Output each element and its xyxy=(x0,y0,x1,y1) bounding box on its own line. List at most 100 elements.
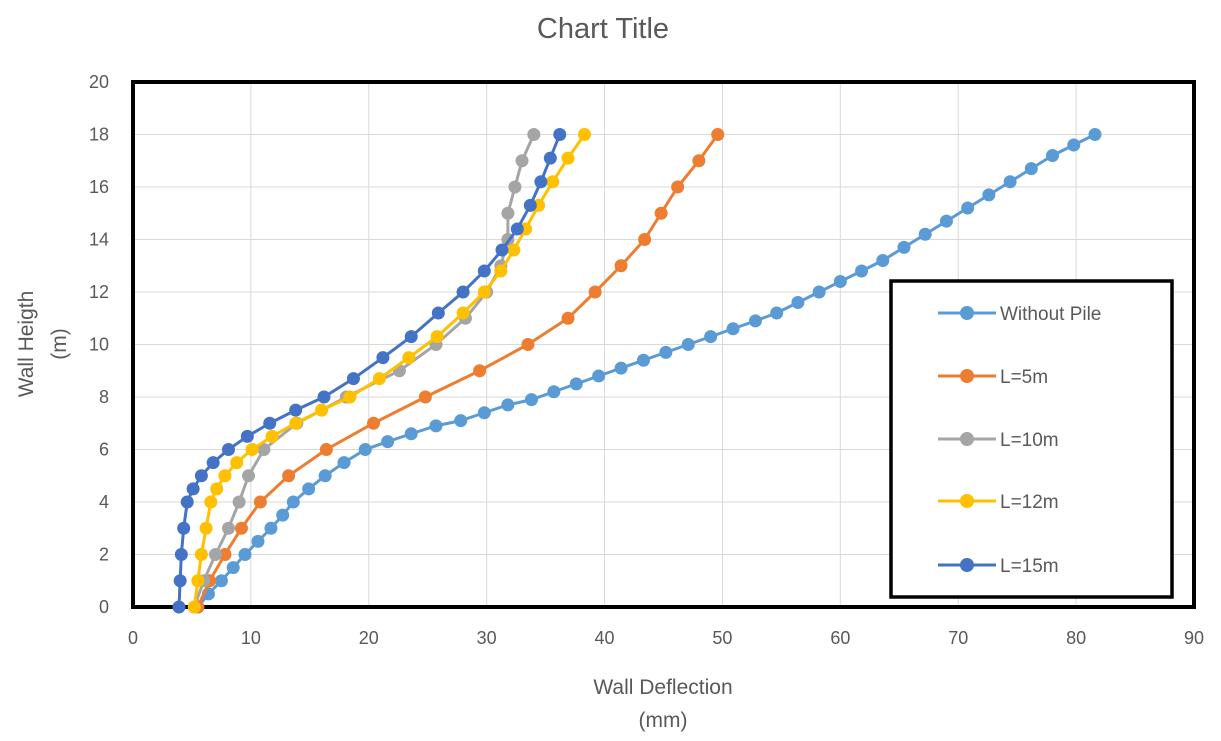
data-point xyxy=(194,469,208,483)
data-point xyxy=(343,390,357,404)
data-point xyxy=(1067,138,1081,152)
x-axis-title: Wall Deflection xyxy=(593,676,732,699)
y-tick-label: 6 xyxy=(99,440,109,460)
data-point xyxy=(173,574,187,588)
x-tick-label: 70 xyxy=(948,628,968,648)
series-line xyxy=(196,133,719,608)
data-point xyxy=(317,390,331,404)
y-tick-label: 14 xyxy=(89,230,109,250)
data-point xyxy=(210,482,224,496)
data-point xyxy=(477,406,491,420)
x-tick-label: 80 xyxy=(1066,628,1086,648)
y-tick-label: 8 xyxy=(99,387,109,407)
legend-swatch-marker xyxy=(960,494,974,508)
data-point xyxy=(855,264,869,278)
legend-swatch-marker xyxy=(960,432,974,446)
data-point xyxy=(218,469,232,483)
data-point xyxy=(337,456,351,470)
legend-label: L=12m xyxy=(1000,492,1059,513)
legend-item-1: L=5m xyxy=(938,367,1048,388)
data-point xyxy=(507,243,521,257)
x-tick-label: 10 xyxy=(241,628,261,648)
data-point xyxy=(1088,128,1102,141)
data-point xyxy=(770,306,784,320)
x-tick-label: 0 xyxy=(128,628,138,648)
data-point xyxy=(289,403,303,417)
y-tick-label: 2 xyxy=(99,545,109,565)
data-point xyxy=(659,345,673,359)
data-point xyxy=(286,495,300,509)
data-point xyxy=(282,469,296,483)
data-point xyxy=(515,154,529,168)
data-point xyxy=(454,414,468,428)
data-point xyxy=(263,416,277,430)
data-point xyxy=(578,128,592,141)
data-point xyxy=(494,264,508,278)
data-point xyxy=(523,198,537,212)
y-tick-label: 16 xyxy=(89,177,109,197)
data-point xyxy=(404,330,418,344)
legend: Without Pile L=5m L=10m L=12m L=15m xyxy=(889,279,1174,599)
data-point xyxy=(1003,175,1017,189)
legend-label: L=15m xyxy=(1000,556,1059,577)
data-point xyxy=(418,390,432,404)
data-point xyxy=(376,351,390,365)
data-point xyxy=(276,508,290,522)
data-point xyxy=(501,206,515,220)
data-point xyxy=(180,495,194,509)
data-point xyxy=(477,264,491,278)
data-point xyxy=(358,443,372,456)
legend-item-4: L=15m xyxy=(938,556,1059,577)
data-point xyxy=(592,369,606,383)
data-point xyxy=(521,338,535,351)
data-point xyxy=(918,227,932,241)
data-point xyxy=(402,351,416,365)
data-point xyxy=(264,521,278,535)
y-axis-unit: (m) xyxy=(48,328,71,359)
y-tick-label: 10 xyxy=(89,335,109,355)
legend-swatch-marker xyxy=(960,558,974,572)
x-tick-label: 60 xyxy=(830,628,850,648)
y-tick-label: 12 xyxy=(89,282,109,302)
data-point xyxy=(232,495,246,509)
data-point xyxy=(187,600,201,614)
data-point xyxy=(477,285,491,299)
x-tick-label: 40 xyxy=(595,628,615,648)
data-point xyxy=(431,306,445,320)
data-point xyxy=(230,456,244,470)
legend-label: L=5m xyxy=(1000,367,1048,388)
data-point xyxy=(473,364,487,378)
series-1 xyxy=(191,128,725,614)
x-tick-label: 20 xyxy=(359,628,379,648)
data-point xyxy=(588,285,602,299)
data-point xyxy=(429,419,443,433)
data-point xyxy=(939,214,953,228)
data-point xyxy=(553,128,567,141)
data-point xyxy=(692,154,706,168)
plot-frame xyxy=(131,80,1196,609)
data-point xyxy=(226,561,240,575)
data-point xyxy=(257,443,271,456)
legend-item-2: L=10m xyxy=(938,430,1059,451)
data-point xyxy=(186,482,200,496)
data-point xyxy=(681,338,695,351)
data-point xyxy=(318,469,332,483)
data-point xyxy=(569,377,583,391)
data-point xyxy=(833,275,847,288)
data-point xyxy=(221,443,235,456)
y-tick-label: 4 xyxy=(99,492,109,512)
data-point xyxy=(546,175,560,189)
data-point xyxy=(199,521,213,535)
data-point xyxy=(614,361,628,375)
data-point xyxy=(218,548,232,561)
data-point xyxy=(510,222,524,236)
y-tick-label: 20 xyxy=(89,72,109,92)
data-point xyxy=(234,521,248,535)
data-point xyxy=(289,416,303,430)
legend-frame xyxy=(889,279,1174,599)
x-tick-label: 30 xyxy=(477,628,497,648)
data-point xyxy=(191,574,205,588)
series-line xyxy=(196,133,1096,608)
